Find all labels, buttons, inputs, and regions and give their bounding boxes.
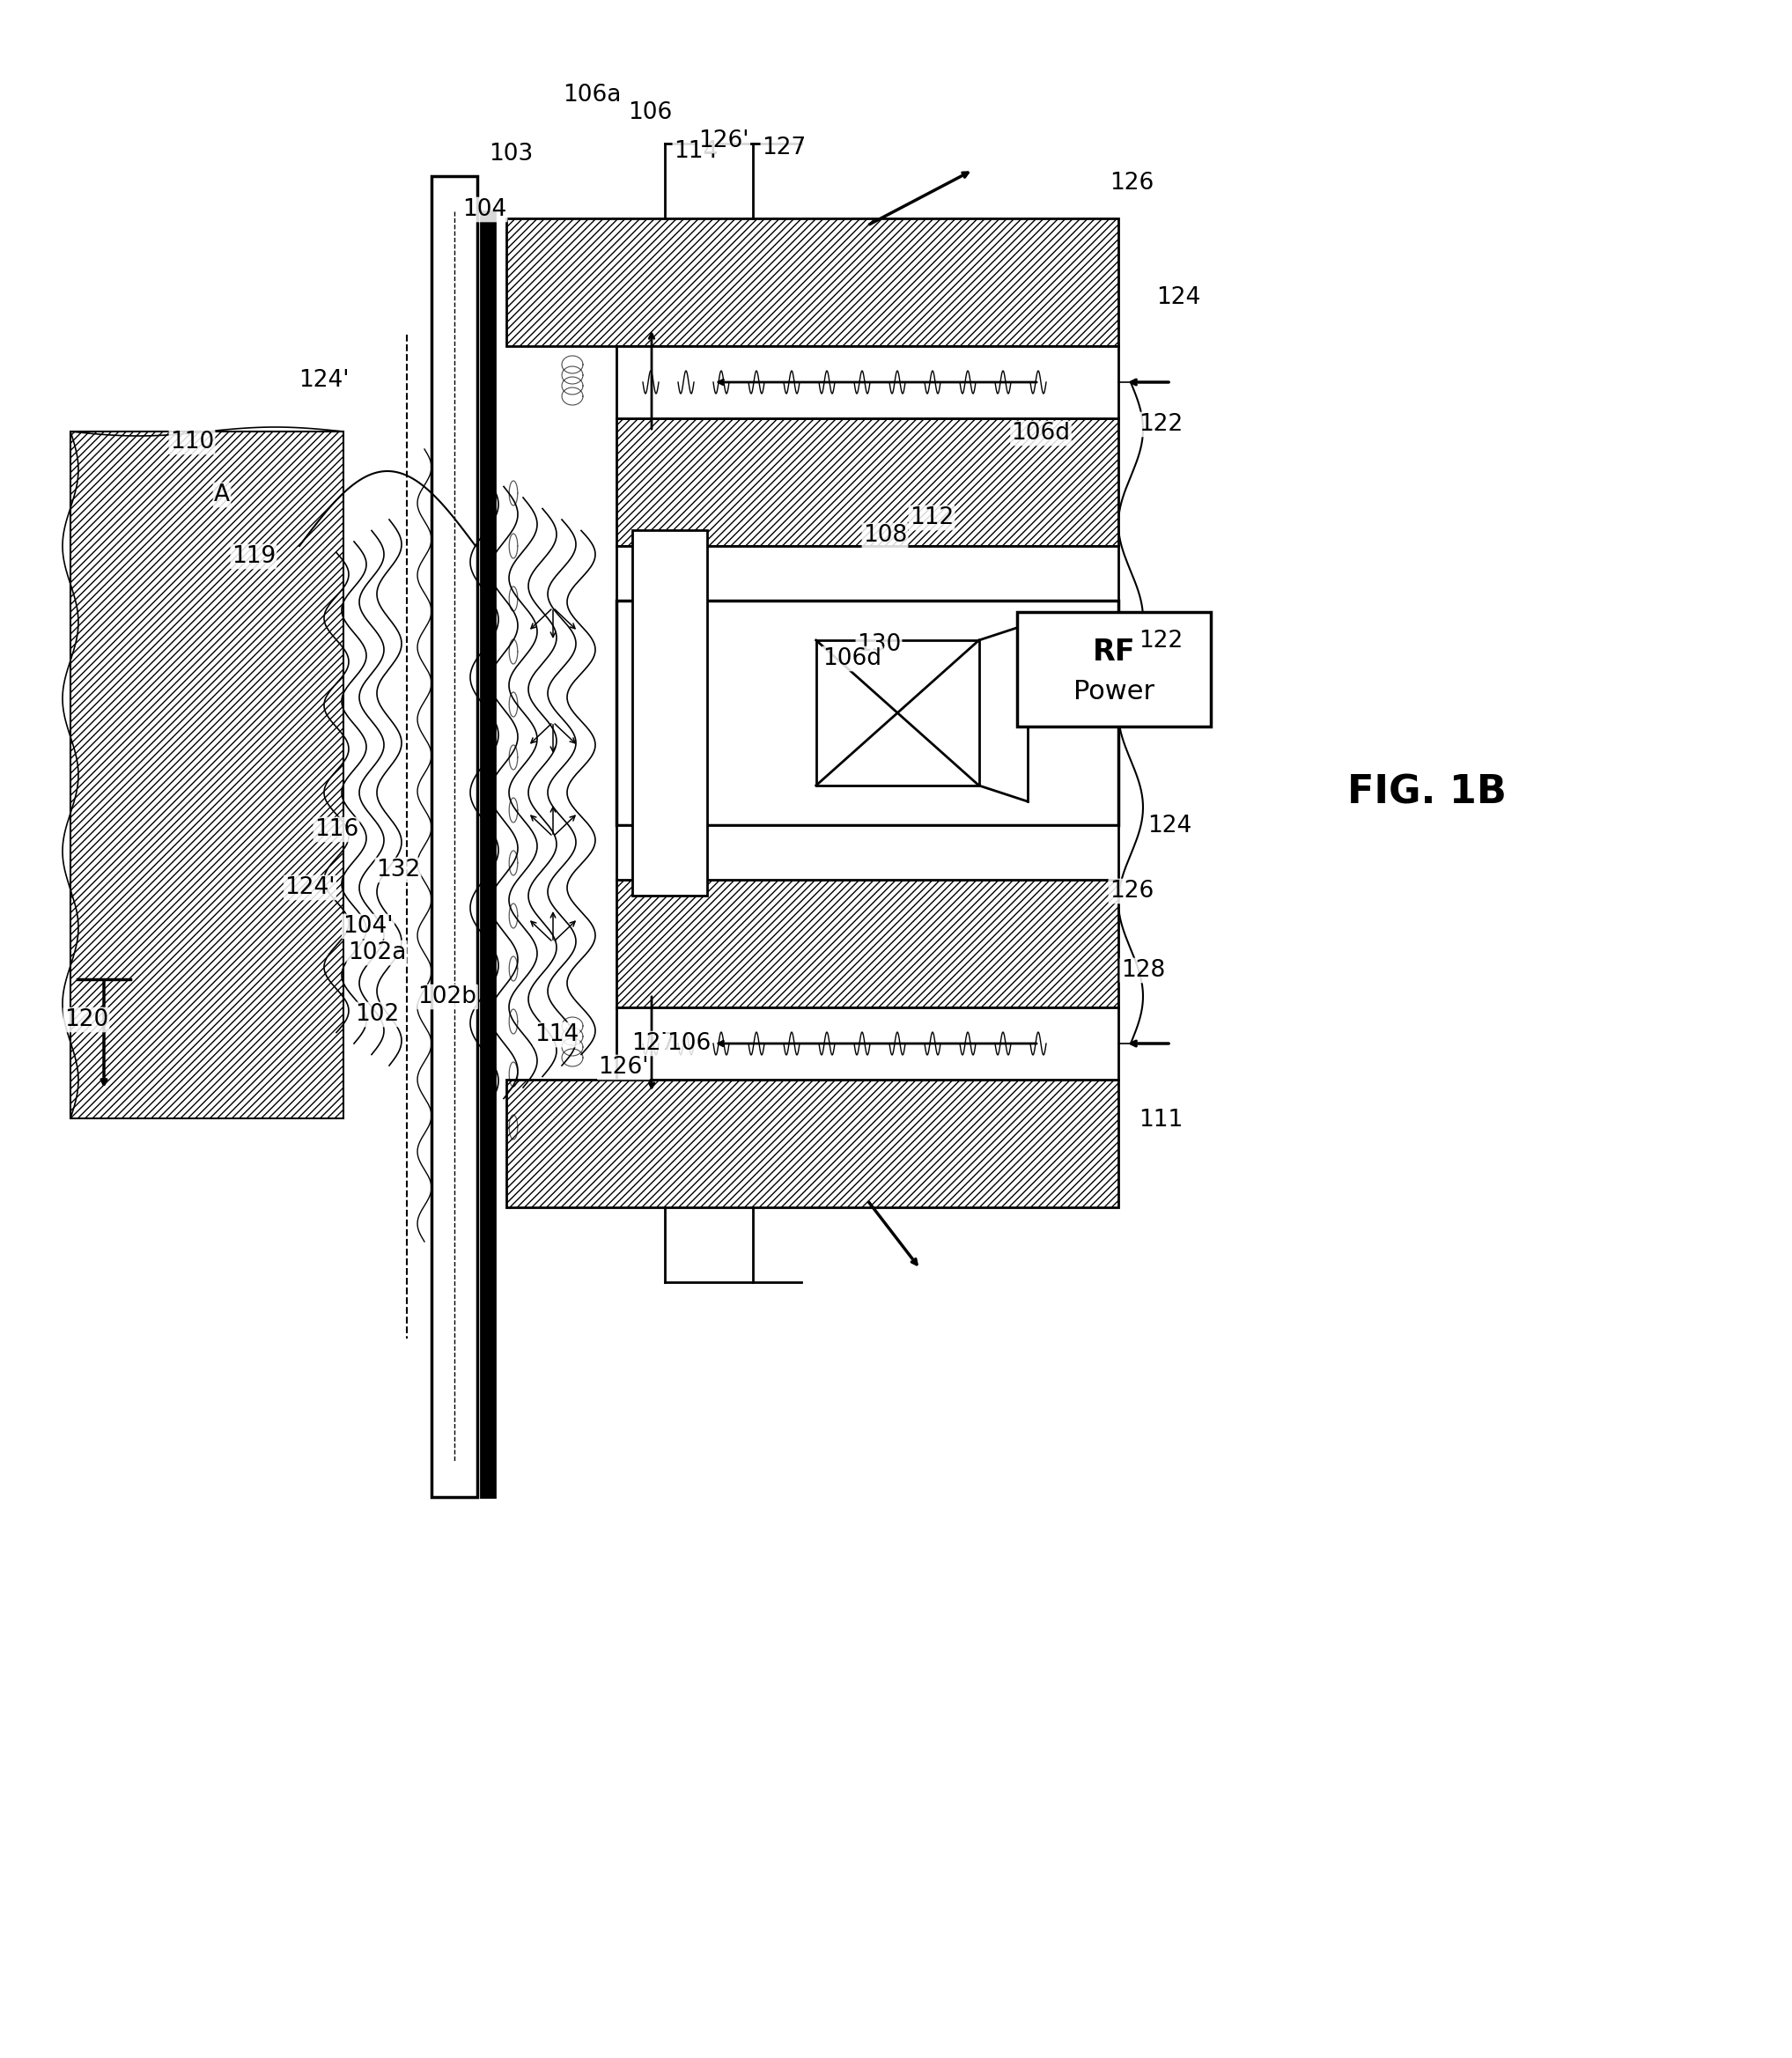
Text: FIG. 1B: FIG. 1B [1348, 774, 1507, 811]
Text: 120: 120 [65, 1008, 109, 1031]
Text: Power: Power [1073, 679, 1154, 706]
Text: 126: 126 [1109, 171, 1154, 196]
Text: 124': 124' [285, 877, 335, 899]
Bar [1018, 611, 1211, 726]
Text: 114: 114 [674, 140, 719, 163]
Text: 106: 106 [627, 101, 672, 123]
Text: 108: 108 [864, 525, 907, 547]
Text: 126: 126 [1109, 879, 1154, 903]
Text: 103: 103 [489, 142, 532, 165]
Text: 124: 124 [1156, 286, 1201, 309]
Text: 130: 130 [857, 634, 901, 657]
Text: 106d: 106d [1011, 422, 1070, 445]
Bar [507, 1080, 1118, 1208]
Text: 106a: 106a [563, 84, 622, 107]
Bar [616, 346, 1118, 418]
Bar [507, 218, 1118, 346]
Text: 126': 126' [699, 130, 749, 152]
Bar [616, 879, 1118, 1008]
Text: 127: 127 [631, 1031, 676, 1056]
Text: A: A [213, 484, 229, 506]
Text: 127: 127 [762, 136, 806, 158]
Text: 119: 119 [231, 545, 276, 568]
Text: 110: 110 [170, 430, 213, 453]
Bar [616, 545, 1118, 601]
Text: 128: 128 [1120, 959, 1165, 982]
Text: 132: 132 [376, 858, 419, 881]
Text: 114: 114 [534, 1023, 579, 1045]
Bar [616, 601, 1118, 825]
Bar [815, 640, 978, 786]
Text: 102b: 102b [418, 986, 477, 1008]
Text: 122: 122 [1138, 630, 1183, 652]
Text: 104': 104' [342, 916, 394, 938]
Text: 124: 124 [1147, 815, 1192, 838]
Bar [616, 418, 1118, 545]
Text: 122: 122 [1138, 414, 1183, 436]
Text: 102: 102 [355, 1002, 400, 1027]
Text: 124': 124' [299, 368, 349, 391]
Text: 106d: 106d [823, 648, 882, 671]
Text: 106: 106 [667, 1031, 711, 1056]
Text: 116: 116 [314, 819, 358, 842]
Text: RF: RF [1093, 638, 1136, 667]
Text: 112: 112 [910, 506, 953, 529]
Bar [616, 825, 1118, 879]
Text: 104: 104 [462, 198, 507, 220]
Bar [70, 432, 344, 1117]
Bar [633, 531, 708, 895]
Text: 126': 126' [599, 1056, 649, 1078]
Text: 111: 111 [1138, 1109, 1183, 1132]
Bar [480, 212, 495, 1496]
Bar [616, 1008, 1118, 1080]
Text: 102a: 102a [348, 941, 407, 965]
Bar [432, 177, 477, 1496]
